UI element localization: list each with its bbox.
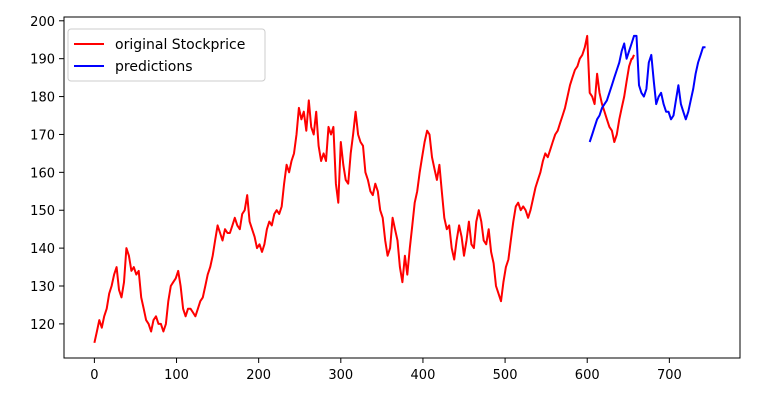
x-tick-label: 500 (493, 368, 518, 383)
y-tick-label: 180 (30, 91, 55, 106)
axes-frame (63, 16, 741, 359)
y-tick-label: 200 (30, 15, 55, 30)
y-axis-ticks: 120 130 140 150 160 170 180 190 200 (30, 15, 64, 333)
x-tick-label: 300 (328, 368, 353, 383)
legend: original Stockprice predictions (67, 28, 266, 82)
x-tick-label: 600 (575, 368, 600, 383)
x-tick-label: 100 (164, 368, 189, 383)
y-tick-label: 140 (30, 242, 55, 257)
legend-label-predictions: predictions (115, 59, 193, 75)
x-tick-label: 0 (90, 368, 98, 383)
series-lines (93, 34, 706, 344)
series-line-original (93, 34, 635, 344)
y-tick-label: 190 (30, 53, 55, 68)
legend-box (67, 28, 266, 82)
legend-label-original: original Stockprice (115, 37, 245, 53)
y-tick-label: 150 (30, 204, 55, 219)
series-line-predictions (588, 34, 706, 143)
x-tick-label: 700 (657, 368, 682, 383)
y-tick-label: 130 (30, 280, 55, 295)
y-tick-label: 160 (30, 166, 55, 181)
x-tick-label: 400 (411, 368, 436, 383)
x-tick-label: 200 (246, 368, 271, 383)
y-tick-label: 120 (30, 318, 55, 333)
x-axis-ticks: 0 100 200 300 400 500 600 700 (90, 358, 682, 383)
y-tick-label: 170 (30, 128, 55, 143)
plot-area: 0 100 200 300 400 500 600 700 120 130 140 150 160 17… (30, 15, 741, 383)
